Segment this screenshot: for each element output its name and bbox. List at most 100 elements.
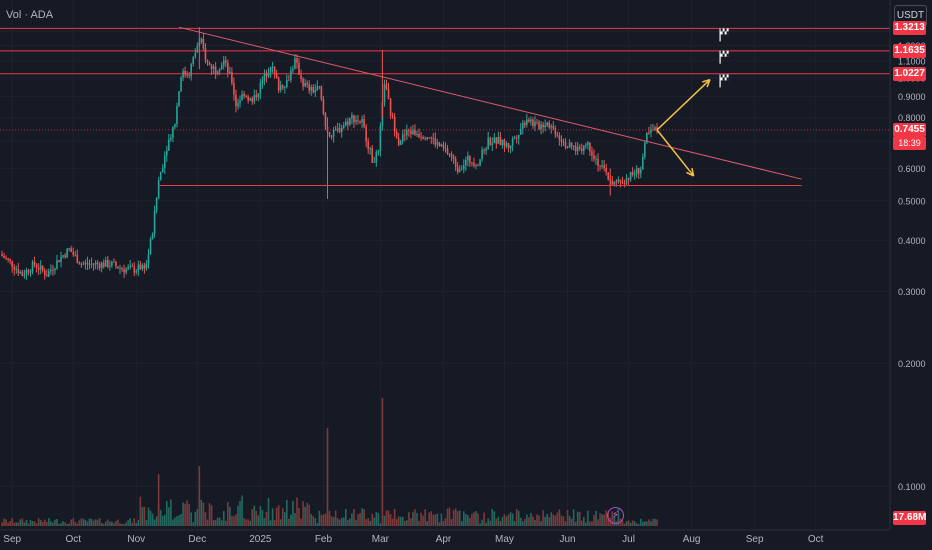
candle-body [121, 268, 123, 270]
volume-bar [155, 516, 158, 526]
volume-bar [475, 511, 477, 526]
volume-bar [375, 512, 378, 526]
volume-bar [70, 519, 72, 526]
volume-bar [212, 520, 215, 526]
candle-body [342, 125, 345, 128]
candle-body [627, 178, 630, 180]
candle-body [290, 70, 292, 80]
candle-body [192, 56, 195, 65]
candle-body [137, 264, 140, 272]
candle-body [544, 125, 546, 128]
volume-bar [542, 510, 544, 526]
volume-bar [233, 516, 235, 526]
time-tick-label: Apr [436, 534, 452, 545]
projection-arrow [656, 79, 711, 131]
candle-body [572, 145, 575, 147]
candle-body [391, 115, 394, 117]
volume-bar [265, 511, 268, 526]
candle-body [639, 169, 642, 174]
volume-bar [326, 428, 329, 526]
volume-bar [125, 522, 127, 526]
volume-bar [107, 519, 109, 526]
volume-indicator-label[interactable]: Vol · ADA [6, 9, 54, 21]
volume-bar [436, 513, 439, 526]
volume-bar [623, 523, 626, 526]
candle-body [15, 268, 18, 270]
candle-body [389, 98, 392, 116]
volume-bar [322, 514, 325, 526]
candle-body [159, 172, 162, 181]
time-tick-label: Oct [65, 534, 81, 545]
resistance-levels[interactable] [0, 27, 890, 75]
volume-bar [501, 517, 504, 526]
candle-body [251, 98, 254, 102]
candle-body [265, 73, 268, 77]
candle-body [82, 263, 85, 265]
volume-bar [646, 521, 648, 526]
price-tick-label: 0.1000 [898, 482, 926, 492]
volume-bar [214, 519, 217, 526]
volume-bar [477, 513, 479, 526]
candle-body [524, 122, 526, 125]
candle-body [509, 145, 512, 149]
candle-body [379, 125, 382, 152]
candle-body [641, 156, 644, 170]
volume-bar [497, 516, 500, 526]
candle-body [194, 52, 197, 57]
candle-body [190, 64, 193, 77]
candle-body [369, 148, 372, 150]
candle-body [479, 159, 481, 166]
volume-bar [591, 521, 593, 526]
volume-bar [208, 503, 211, 526]
volume-bar [538, 515, 540, 526]
volume-bar [383, 515, 386, 526]
candle-body [538, 122, 540, 130]
candle-body [288, 79, 290, 81]
candle-body [418, 133, 420, 137]
volume-bar [578, 511, 581, 526]
volume-bar [281, 508, 284, 526]
candle-body [115, 262, 117, 267]
volume-bar [334, 510, 337, 526]
volume-bar [448, 507, 451, 526]
candle-body [58, 260, 60, 262]
time-axis[interactable]: Sep Oct Nov Dec 2025 Feb Mar Apr May Jun Jul Aug Sep… [3, 534, 823, 545]
candle-body [300, 74, 302, 80]
candle-body [625, 178, 628, 184]
volume-bar [86, 521, 89, 526]
volume-bar [257, 515, 260, 526]
candle-body [62, 255, 64, 257]
candle-body [654, 127, 656, 131]
candle-body [259, 83, 262, 94]
candle-body [580, 148, 583, 151]
candle-body [454, 158, 457, 168]
candle-body [141, 265, 144, 270]
volume-bar [499, 521, 502, 526]
volume-bar [261, 510, 264, 526]
volume-bar [141, 507, 144, 526]
candle-body [86, 262, 89, 265]
drawings[interactable] [0, 26, 890, 186]
candle-body [570, 142, 573, 147]
candle-body [147, 254, 150, 264]
candle-body [652, 129, 654, 131]
volume-bar [241, 495, 243, 526]
candle-body [332, 129, 335, 137]
candle-body [334, 129, 337, 131]
volume-bar [345, 508, 347, 526]
candle-body [517, 134, 520, 139]
volume-bar [279, 519, 282, 526]
lightning-icon[interactable]: ⚡ [607, 507, 624, 524]
volume-bar [253, 505, 256, 526]
volume-bar [147, 507, 150, 526]
candle-body [603, 165, 605, 168]
candle-body [601, 165, 603, 167]
volume-bar [532, 516, 534, 526]
candle-body [367, 141, 369, 150]
volume-bar [526, 514, 528, 526]
candle-body [231, 72, 233, 84]
volume-bar [174, 517, 176, 526]
volume-bar [192, 522, 195, 526]
volume-bar [239, 501, 241, 526]
